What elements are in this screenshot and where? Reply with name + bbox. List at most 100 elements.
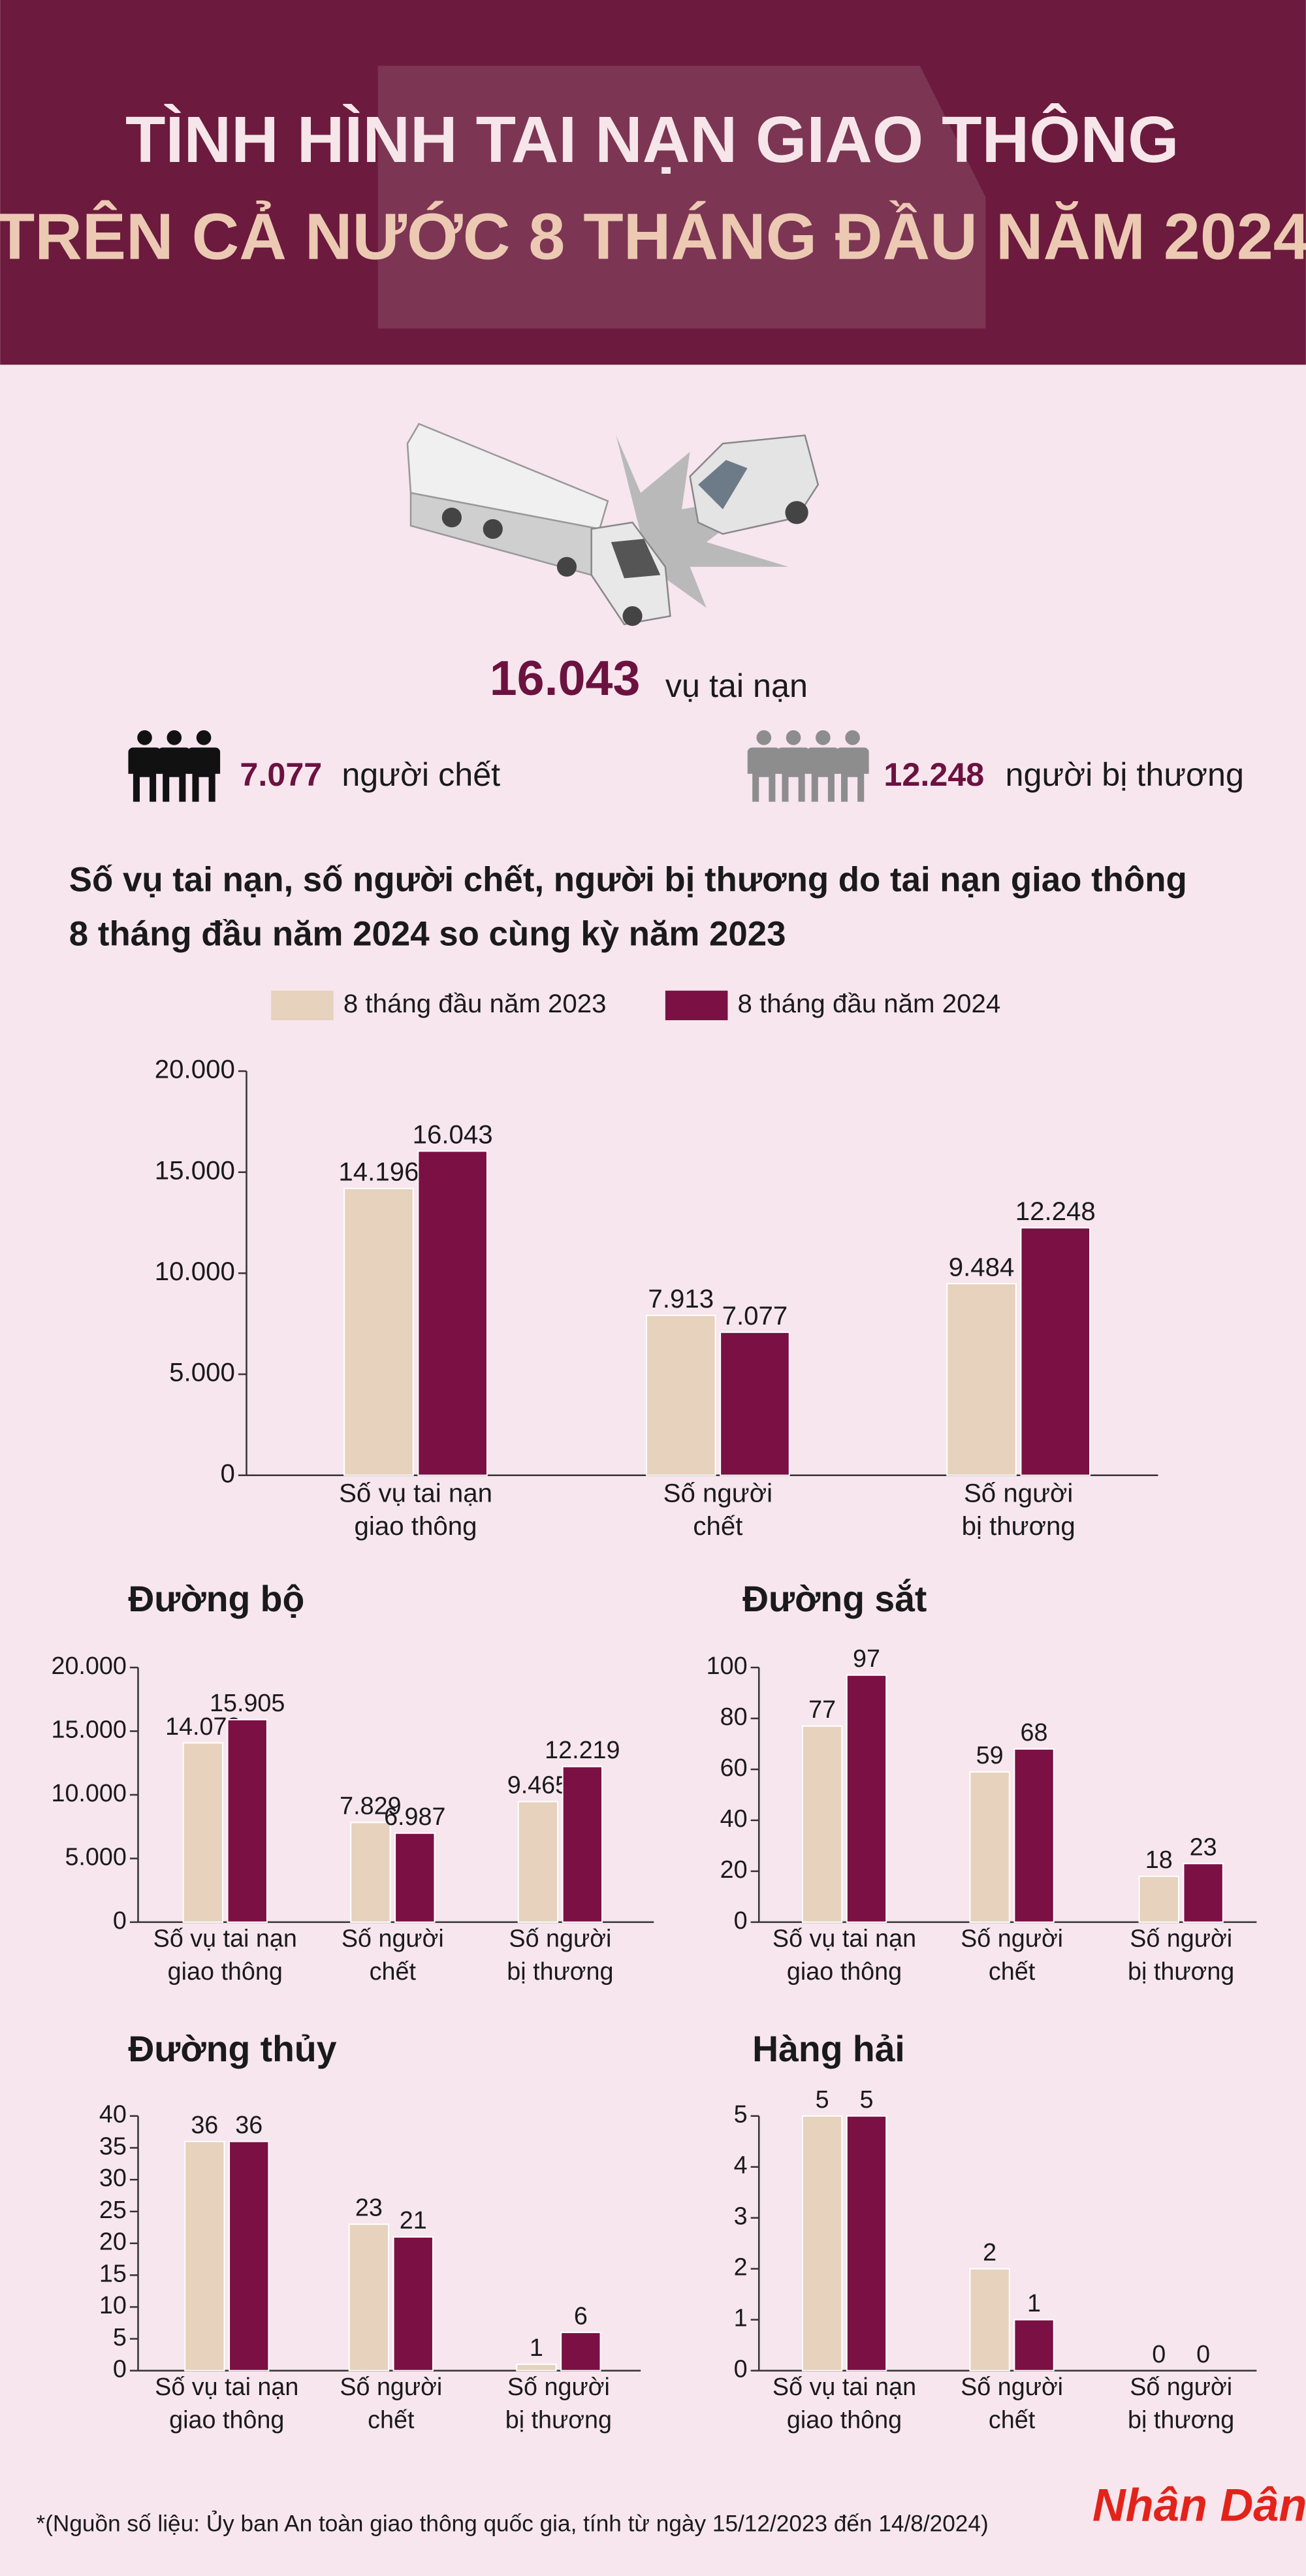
data-label: 6	[574, 2302, 588, 2329]
bar	[969, 2268, 1010, 2372]
x-tick-label: chết	[370, 1957, 417, 1985]
bar	[969, 1771, 1010, 1923]
x-tick-label: bị thương	[505, 2406, 612, 2434]
data-label: 7.829	[340, 1792, 401, 1820]
data-label: 0	[1196, 2340, 1210, 2368]
y-tick-label: 10.000	[155, 1257, 235, 1286]
bar	[1013, 2319, 1055, 2372]
deaths-number: 7.077	[240, 756, 322, 793]
bar	[1013, 1748, 1055, 1923]
data-label: 36	[191, 2111, 218, 2138]
y-tick-label: 20	[720, 1856, 748, 1883]
x-tick-label: giao thông	[787, 2406, 902, 2434]
x-tick-label: chết	[989, 1957, 1036, 1985]
x-tick-label: Số người	[340, 2373, 442, 2400]
bar	[394, 1832, 436, 1923]
y-tick-label: 0	[734, 2355, 748, 2383]
x-tick-label: Số người	[1130, 1925, 1232, 1952]
chart-title: Số vụ tai nạn, số người chết, người bị t…	[69, 861, 1187, 899]
bar	[227, 1718, 268, 1923]
data-label: 97	[853, 1645, 880, 1672]
data-label: 23	[1190, 1833, 1217, 1861]
x-tick-label: chết	[368, 2406, 415, 2434]
footnote: *(Nguồn số liệu: Ủy ban An toàn giao thô…	[37, 2510, 989, 2536]
accidents-number: 16.043	[490, 651, 641, 705]
y-tick-label: 5.000	[169, 1358, 235, 1387]
accidents-label: vụ tai nạn	[665, 667, 808, 704]
bar	[516, 2363, 557, 2372]
data-label: 14.196	[338, 1157, 419, 1187]
x-tick-label: Số vụ tai nạn	[339, 1479, 492, 1508]
bar	[946, 1283, 1017, 1476]
x-tick-label: giao thông	[787, 1957, 902, 1985]
x-tick-label: bị thương	[1128, 1957, 1234, 1985]
x-tick-label: Số người	[663, 1479, 772, 1508]
bar	[1138, 1875, 1179, 1923]
injured-number: 12.248	[884, 756, 984, 793]
bar	[184, 2140, 225, 2372]
data-label: 18	[1145, 1846, 1173, 1873]
x-tick-label: Số người	[961, 2373, 1063, 2400]
data-label: 9.465	[507, 1771, 569, 1799]
y-tick-label: 10	[99, 2291, 127, 2319]
y-tick-label: 25	[99, 2196, 127, 2223]
chart-title: Đường bộ	[128, 1579, 304, 1619]
x-tick-label: bị thương	[962, 1511, 1075, 1541]
data-label: 1	[530, 2334, 543, 2361]
x-tick-label: Số vụ tai nạn	[772, 1925, 916, 1952]
legend-swatch	[665, 990, 728, 1021]
legend-swatch	[271, 990, 334, 1021]
data-label: 12.219	[545, 1736, 620, 1763]
bar	[348, 2223, 390, 2372]
x-tick-label: bị thương	[507, 1957, 613, 1985]
y-tick-label: 40	[720, 1805, 748, 1832]
bar	[562, 1765, 603, 1923]
data-label: 68	[1021, 1718, 1048, 1746]
y-tick-label: 5.000	[65, 1843, 126, 1870]
bar	[350, 1822, 391, 1923]
data-label: 5	[859, 2085, 873, 2113]
bar	[517, 1801, 559, 1923]
x-tick-label: Số vụ tai nạn	[772, 2373, 916, 2400]
bar	[720, 1331, 790, 1476]
y-tick-label: 20	[99, 2228, 127, 2255]
data-label: 1	[1027, 2289, 1041, 2317]
y-tick-label: 1	[734, 2304, 748, 2332]
bar	[846, 2115, 887, 2372]
y-tick-label: 0	[113, 1907, 127, 1934]
data-label: 36	[235, 2111, 263, 2138]
y-tick-label: 0	[220, 1458, 234, 1488]
bar	[229, 2140, 270, 2372]
x-tick-label: Số người	[509, 1925, 611, 1952]
bar	[1020, 1227, 1091, 1476]
logo: Nhân Dân	[1092, 2479, 1306, 2530]
y-tick-label: 3	[734, 2202, 748, 2230]
x-tick-label: Số người	[961, 1925, 1063, 1952]
injured-label: người bị thương	[1006, 756, 1244, 793]
data-label: 2	[983, 2238, 996, 2266]
chart-title: Đường sắt	[742, 1579, 927, 1619]
y-tick-label: 40	[99, 2101, 127, 2128]
data-label: 16.043	[413, 1119, 493, 1149]
deaths-label: người chết	[342, 756, 500, 793]
title-line2: TRÊN CẢ NƯỚC 8 THÁNG ĐẦU NĂM 2024	[0, 199, 1306, 273]
x-tick-label: Số người	[1130, 2373, 1232, 2400]
y-tick-label: 0	[734, 1907, 748, 1934]
y-tick-label: 100	[707, 1652, 748, 1679]
x-tick-label: Số người	[342, 1925, 444, 1952]
x-tick-label: giao thông	[168, 1957, 283, 1985]
y-tick-label: 5	[113, 2323, 127, 2351]
data-label: 7.913	[648, 1284, 714, 1313]
chart-title: 8 tháng đầu năm 2024 so cùng kỳ năm 2023	[69, 915, 786, 954]
y-tick-label: 20.000	[51, 1652, 126, 1679]
chart-title: Hàng hải	[752, 2029, 905, 2069]
y-tick-label: 2	[734, 2253, 748, 2281]
legend-label: 8 tháng đầu năm 2024	[738, 989, 1001, 1018]
y-tick-label: 15.000	[155, 1155, 235, 1185]
y-tick-label: 5	[734, 2101, 748, 2128]
y-tick-label: 30	[99, 2164, 127, 2191]
legend-label: 8 tháng đầu năm 2023	[343, 989, 607, 1018]
bar	[182, 1742, 223, 1923]
title-line1: TÌNH HÌNH TAI NẠN GIAO THÔNG	[125, 103, 1179, 176]
header-decoration	[377, 65, 986, 329]
